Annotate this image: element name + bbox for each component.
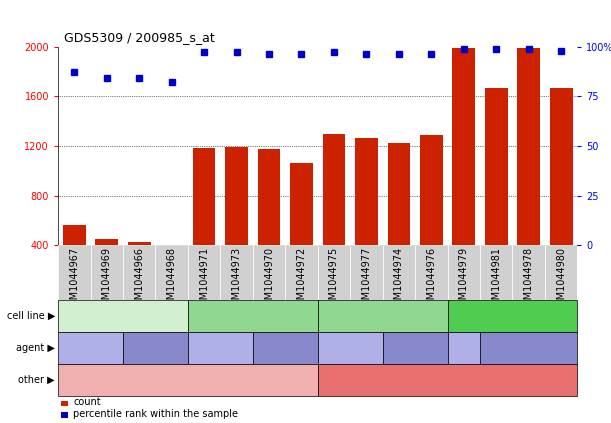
Text: GSM1044973: GSM1044973 xyxy=(232,247,241,312)
Text: sotrastaurin
n: sotrastaurin n xyxy=(191,337,250,359)
Text: GSM1044976: GSM1044976 xyxy=(426,247,436,312)
Text: sotrastaurin
n: sotrastaurin n xyxy=(321,337,380,359)
Text: control: control xyxy=(512,343,546,353)
Text: GSM1044981: GSM1044981 xyxy=(491,247,501,312)
Text: GSM1044969: GSM1044969 xyxy=(102,247,112,312)
Text: control: control xyxy=(398,343,432,353)
Bar xyxy=(350,245,382,300)
Text: GSM1044966: GSM1044966 xyxy=(134,247,144,312)
Bar xyxy=(452,48,475,295)
Text: GSM1044972: GSM1044972 xyxy=(296,247,307,312)
Bar xyxy=(61,401,68,406)
Text: percentile rank within the sample: percentile rank within the sample xyxy=(73,409,238,419)
Text: GSM1044974: GSM1044974 xyxy=(394,247,404,312)
Text: sotrastaurin-insensitive: sotrastaurin-insensitive xyxy=(390,375,505,385)
Text: GSM1044980: GSM1044980 xyxy=(556,247,566,312)
Bar xyxy=(545,245,577,300)
Bar xyxy=(128,242,150,295)
Text: sotrastaurin: sotrastaurin xyxy=(434,343,493,353)
Bar xyxy=(387,143,410,295)
Text: GSM1044977: GSM1044977 xyxy=(362,247,371,312)
Text: GSM1044978: GSM1044978 xyxy=(524,247,533,312)
Bar xyxy=(188,245,221,300)
Text: cell line ▶: cell line ▶ xyxy=(7,311,55,321)
Bar xyxy=(221,245,253,300)
Bar xyxy=(480,245,513,300)
Bar xyxy=(285,245,318,300)
Bar xyxy=(518,48,540,295)
Text: Jeko-1: Jeko-1 xyxy=(108,311,138,321)
Text: other ▶: other ▶ xyxy=(18,375,55,385)
Text: Maver-1: Maver-1 xyxy=(493,311,532,321)
Bar xyxy=(420,135,443,295)
Bar xyxy=(415,245,447,300)
Bar xyxy=(225,146,248,295)
Text: GSM1044970: GSM1044970 xyxy=(264,247,274,312)
Bar xyxy=(513,245,545,300)
Bar xyxy=(290,163,313,295)
Bar xyxy=(253,245,285,300)
Text: GSM1044979: GSM1044979 xyxy=(459,247,469,312)
Text: Mino: Mino xyxy=(241,311,265,321)
Bar xyxy=(355,138,378,295)
Bar xyxy=(90,245,123,300)
Text: sotrastaurin-sensitive: sotrastaurin-sensitive xyxy=(135,375,241,385)
Bar xyxy=(192,148,216,295)
Text: GSM1044968: GSM1044968 xyxy=(167,247,177,312)
Bar xyxy=(323,134,345,295)
Text: control: control xyxy=(268,343,302,353)
Bar xyxy=(485,88,508,295)
Text: GSM1044971: GSM1044971 xyxy=(199,247,209,312)
Text: GSM1044967: GSM1044967 xyxy=(69,247,79,312)
Text: count: count xyxy=(73,398,101,407)
Text: control: control xyxy=(139,343,172,353)
Bar xyxy=(155,245,188,300)
Bar xyxy=(58,245,90,300)
Bar xyxy=(123,245,155,300)
Text: sotrastaurin
n: sotrastaurin n xyxy=(61,337,120,359)
Bar xyxy=(63,225,86,295)
Text: GDS5309 / 200985_s_at: GDS5309 / 200985_s_at xyxy=(64,31,215,44)
Bar xyxy=(160,247,183,295)
Bar xyxy=(318,245,350,300)
Bar xyxy=(95,239,118,295)
Bar xyxy=(447,245,480,300)
Bar xyxy=(61,412,68,418)
Bar xyxy=(382,245,415,300)
Bar xyxy=(258,149,280,295)
Text: Z138: Z138 xyxy=(370,311,395,321)
Text: GSM1044975: GSM1044975 xyxy=(329,247,339,312)
Text: agent ▶: agent ▶ xyxy=(16,343,55,353)
Bar xyxy=(550,88,573,295)
